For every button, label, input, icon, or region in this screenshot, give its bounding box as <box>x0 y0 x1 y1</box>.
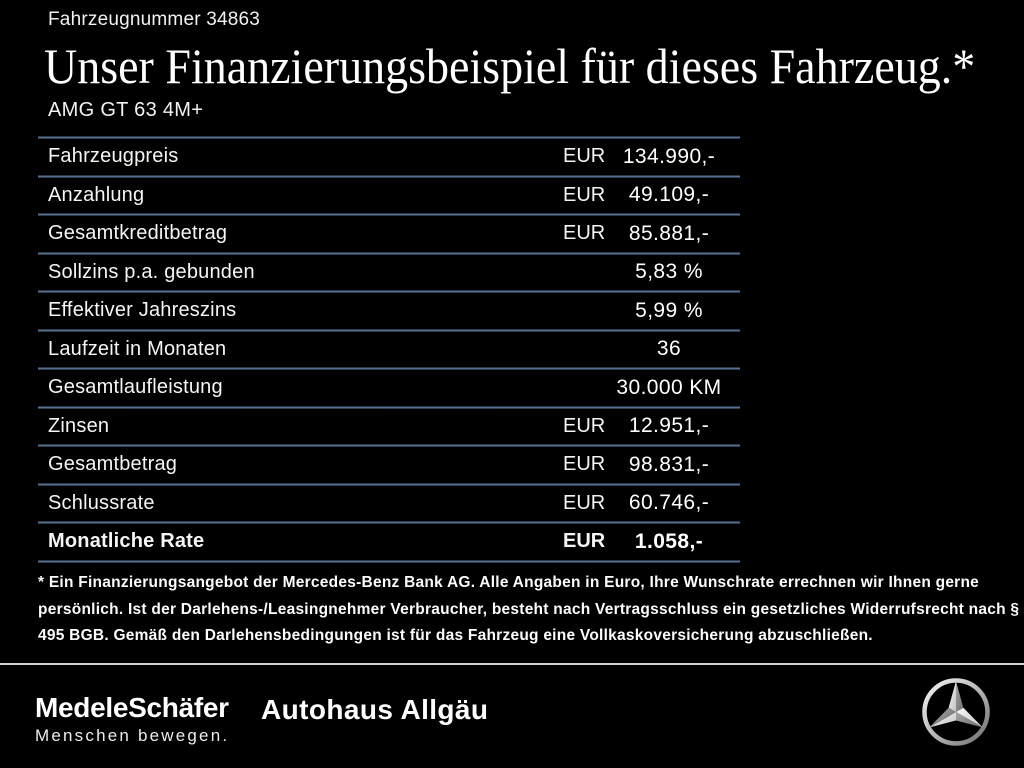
row-currency: EUR <box>563 145 606 168</box>
table-rule <box>38 482 740 486</box>
page-title: Unser Finanzierungsbeispiel für dieses F… <box>44 38 976 94</box>
row-value: 30.000 KM <box>616 375 722 399</box>
table-rule <box>38 367 740 370</box>
row-value: 60.746,- <box>628 491 710 515</box>
row-label: Anzahlung <box>48 183 145 206</box>
table-row: Gesamtbetrag EUR 98.831,- <box>38 447 740 483</box>
row-label: Zinsen <box>48 414 110 437</box>
table-rule <box>38 405 740 409</box>
row-label: Fahrzeugpreis <box>48 145 179 168</box>
table-row: Monatliche Rate EUR 1.058,- <box>38 524 740 560</box>
table-row: Gesamtlaufleistung 30.000 KM <box>38 370 740 406</box>
row-label: Monatliche Rate <box>48 530 205 553</box>
table-row: Sollzins p.a. gebunden 5,83 % <box>38 255 740 291</box>
row-currency: EUR <box>563 453 606 476</box>
row-value: 134.990,- <box>622 144 716 168</box>
financing-table: Fahrzeugpreis EUR 134.990,- Anzahlung EU… <box>38 136 740 563</box>
row-value: 49.109,- <box>628 183 710 207</box>
row-value: 85.881,- <box>628 221 710 245</box>
table-rule <box>38 136 740 139</box>
table-rule <box>38 213 740 216</box>
row-value: 1.058,- <box>634 529 704 553</box>
row-currency: EUR <box>563 414 606 437</box>
table-rule <box>38 251 740 255</box>
table-row: Zinsen EUR 12.951,- <box>38 409 740 445</box>
dealer-logo-medele-schaefer: MedeleSchäfer <box>35 692 229 723</box>
table-row: Schlussrate EUR 60.746,- <box>38 486 740 522</box>
row-label: Gesamtkreditbetrag <box>48 222 228 245</box>
row-value: 36 <box>656 337 682 361</box>
row-label: Laufzeit in Monaten <box>48 337 227 360</box>
row-currency: EUR <box>563 530 606 553</box>
table-row: Anzahlung EUR 49.109,- <box>38 178 740 214</box>
row-value: 5,83 % <box>635 260 703 284</box>
dealer-tagline: Menschen bewegen. <box>35 726 230 745</box>
table-row: Laufzeit in Monaten 36 <box>38 332 740 368</box>
dealer-logo-autohaus-allgaeu: Autohaus Allgäu <box>261 694 489 725</box>
row-label: Effektiver Jahreszins <box>48 299 237 322</box>
row-currency: EUR <box>563 183 606 206</box>
table-rule <box>38 521 740 524</box>
table-rule <box>38 174 740 178</box>
table-rule <box>38 290 740 293</box>
row-value: 5,99 % <box>635 298 703 322</box>
row-label: Sollzins p.a. gebunden <box>48 260 255 283</box>
row-currency: EUR <box>563 222 606 245</box>
footer-divider <box>0 663 1024 665</box>
row-label: Gesamtbetrag <box>48 453 178 476</box>
row-label: Gesamtlaufleistung <box>48 376 223 399</box>
legal-footnote: * Ein Finanzierungsangebot der Mercedes-… <box>38 574 1020 644</box>
row-value: 12.951,- <box>628 414 710 438</box>
row-currency: EUR <box>563 491 606 514</box>
row-value: 98.831,- <box>628 452 710 476</box>
vehicle-model: AMG GT 63 4M+ <box>48 99 204 121</box>
row-label: Schlussrate <box>48 491 155 514</box>
mercedes-star-icon <box>920 676 992 748</box>
table-rule <box>38 559 740 563</box>
vehicle-number: Fahrzeugnummer 34863 <box>48 9 261 30</box>
table-rule <box>38 328 740 332</box>
table-row: Fahrzeugpreis EUR 134.990,- <box>38 139 740 175</box>
table-rule <box>38 444 740 447</box>
table-row: Gesamtkreditbetrag EUR 85.881,- <box>38 216 740 252</box>
table-row: Effektiver Jahreszins 5,99 % <box>38 293 740 329</box>
